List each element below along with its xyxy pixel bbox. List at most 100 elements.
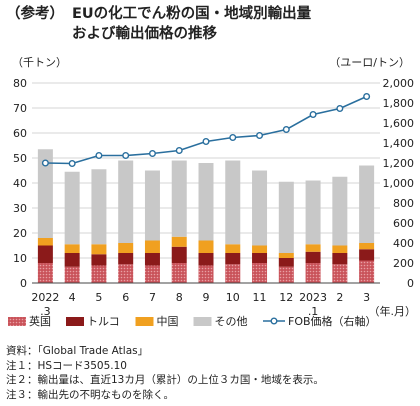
fob-price-point	[95, 151, 103, 159]
bar-segment	[225, 264, 241, 283]
x-tick-label: 12	[279, 291, 293, 304]
x-tick-sublabel: .3	[40, 305, 51, 318]
notes: 資料：「Global Trade Atlas」 注１：HSコード3505.10 …	[6, 344, 324, 402]
y-right-tick-label: 1,800	[383, 97, 415, 110]
x-tick-sublabel: .1	[308, 305, 319, 318]
y-right-tick-label: 2,000	[383, 77, 415, 90]
y-left-tick-label: 10	[13, 252, 27, 265]
bar-segment	[332, 245, 348, 253]
bar-segment	[198, 265, 214, 283]
bar-segment	[64, 253, 80, 267]
fob-price-point	[68, 159, 76, 167]
bar-segment	[144, 170, 160, 241]
y-right-tick-label: 600	[393, 217, 414, 230]
legend-swatch	[8, 317, 26, 326]
bar-segment	[91, 254, 107, 266]
fob-price-point	[41, 159, 49, 167]
bar-segment	[64, 266, 80, 283]
legend-line-marker	[270, 317, 278, 325]
bar-segment	[118, 160, 134, 243]
x-tick-label: 9	[203, 291, 210, 304]
bar-segment	[144, 240, 160, 253]
x-tick-label: 5	[95, 291, 102, 304]
y-left-tick-label: 70	[13, 102, 27, 115]
title-tag: （参考）	[6, 6, 64, 22]
chart: 0102030405060708002004006008001,0001,200…	[8, 56, 417, 328]
y-right-tick-label: 1,200	[383, 157, 415, 170]
y-right-tick-label: 200	[393, 257, 414, 270]
x-tick-label: 2	[336, 291, 343, 304]
bar-segment	[252, 245, 268, 253]
legend-swatch	[193, 317, 212, 326]
legend-swatch	[66, 317, 84, 326]
note-1: 注１：HSコード3505.10	[6, 359, 127, 372]
bar-segment	[305, 180, 321, 245]
y-right-tick-label: 800	[393, 197, 414, 210]
bar-segment	[225, 253, 241, 265]
bar-segment	[118, 264, 134, 283]
bar-segment	[305, 251, 321, 263]
bar-segment	[359, 165, 375, 243]
bar-segment	[198, 163, 214, 241]
legend-label: FOB価格（右軸）	[288, 314, 377, 328]
x-tick-label: 8	[176, 291, 183, 304]
y-left-tick-label: 50	[13, 152, 27, 165]
y-left-tick-label: 40	[13, 177, 27, 190]
y-left-tick-label: 30	[13, 202, 27, 215]
bar-segment	[359, 243, 375, 250]
bar-segment	[91, 265, 107, 283]
bar-segment	[252, 170, 268, 246]
bar-segment	[91, 169, 107, 245]
y-right-axis-label: （ユーロ/トン）	[329, 56, 410, 69]
note-3: 注３：輸出先の不明なものを除く。	[6, 388, 174, 401]
bar-segment	[171, 236, 187, 247]
bar-segment	[305, 244, 321, 252]
x-axis-unit-label: （年.月）	[369, 304, 417, 318]
legend-label: その他	[215, 315, 248, 328]
title-line-1: EUの化工でん粉の国・地域別輸出量	[72, 6, 312, 22]
bar-segment	[225, 244, 241, 253]
fob-price-point	[336, 104, 344, 112]
fob-price-point	[309, 110, 317, 118]
legend-label: 中国	[157, 315, 179, 328]
bar-segment	[171, 263, 187, 283]
bar-segment	[278, 266, 294, 283]
fob-price-point	[229, 133, 237, 141]
bar-segment	[64, 244, 80, 253]
y-right-tick-label: 0	[407, 277, 414, 290]
bar-segment	[64, 171, 80, 245]
x-tick-label: 7	[149, 291, 156, 304]
x-tick-label: 10	[226, 291, 240, 304]
note-source: 資料：「Global Trade Atlas」	[6, 345, 149, 357]
y-left-axis-label: （千トン）	[12, 56, 67, 69]
bar-segment	[144, 253, 160, 266]
bar-segment	[37, 149, 53, 238]
bar-segment	[118, 243, 134, 253]
legend-label: トルコ	[87, 315, 120, 328]
fob-price-point	[175, 146, 183, 154]
bar-segment	[278, 253, 294, 258]
legend-label: 英国	[29, 314, 51, 328]
y-right-tick-label: 400	[393, 237, 414, 250]
bar-segment	[144, 265, 160, 283]
bar-segment	[278, 181, 294, 253]
bar-segment	[332, 176, 348, 246]
note-2: 注２：輸出量は、直近13カ月（累計）の上位３カ国・地域を表示。	[6, 374, 324, 386]
bar-segment	[225, 160, 241, 245]
fob-price-point	[256, 131, 264, 139]
fob-price-point	[148, 149, 156, 157]
bar-segment	[91, 244, 107, 255]
bar-segment	[37, 238, 53, 246]
chart-title: （参考） EUの化工でん粉の国・地域別輸出量 および輸出価格の推移	[6, 4, 416, 44]
x-tick-label: 4	[69, 291, 76, 304]
bar-segment	[37, 263, 53, 283]
y-left-tick-label: 20	[13, 227, 27, 240]
bar-segment	[359, 260, 375, 283]
bar-segment	[305, 263, 321, 283]
y-left-tick-label: 80	[13, 77, 27, 90]
x-tick-label: 2022	[31, 291, 59, 304]
bar-segment	[278, 258, 294, 267]
fob-price-point	[282, 125, 290, 133]
y-left-tick-label: 0	[20, 277, 27, 290]
bar-segment	[198, 253, 214, 266]
